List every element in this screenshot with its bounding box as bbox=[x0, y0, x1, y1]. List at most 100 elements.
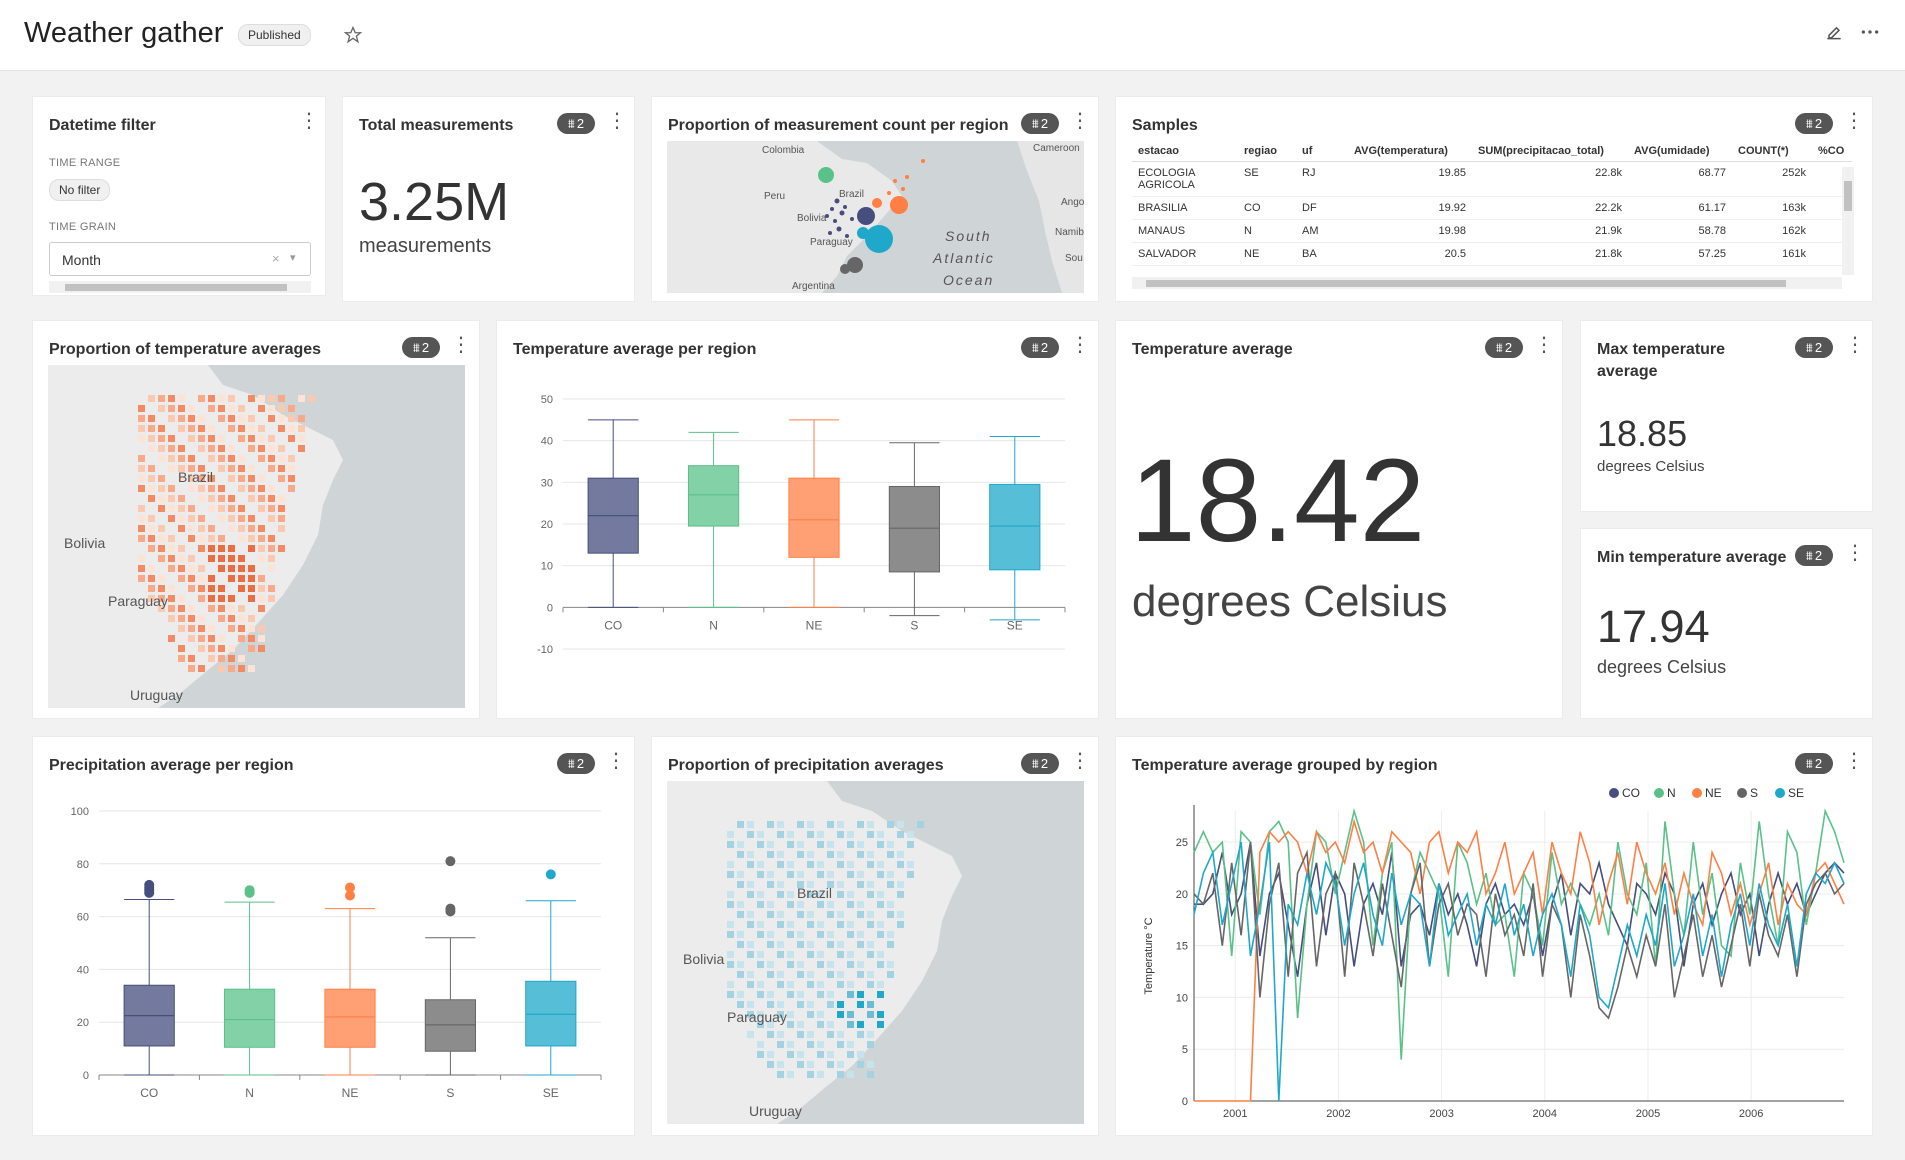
card-menu-icon[interactable]: ⋮ bbox=[1070, 334, 1090, 356]
more-options-icon[interactable] bbox=[1860, 22, 1880, 46]
heatmap-cell bbox=[238, 615, 245, 622]
column-header[interactable]: SUM(precipitacao_total) bbox=[1472, 141, 1628, 162]
heatmap-cell bbox=[228, 405, 235, 412]
heatmap-cell bbox=[787, 831, 794, 838]
map-area[interactable]: Brazil Bolivia Paraguay Uruguay bbox=[667, 781, 1084, 1124]
card-menu-icon[interactable]: ⋮ bbox=[1844, 110, 1864, 132]
filter-badge[interactable]: ⩩ 2 bbox=[1795, 113, 1833, 134]
card-menu-icon[interactable]: ⋮ bbox=[451, 334, 471, 356]
heatmap-cell bbox=[897, 861, 904, 868]
card-menu-icon[interactable]: ⋮ bbox=[1844, 750, 1864, 772]
column-header[interactable]: uf bbox=[1296, 141, 1348, 162]
column-header[interactable]: regiao bbox=[1238, 141, 1296, 162]
heatmap-cell bbox=[228, 465, 235, 472]
heatmap-cell bbox=[218, 545, 225, 552]
heatmap-cell bbox=[827, 1061, 834, 1068]
published-badge[interactable]: Published bbox=[238, 24, 311, 46]
card-menu-icon[interactable]: ⋮ bbox=[1534, 334, 1554, 356]
horizontal-scrollbar[interactable] bbox=[49, 281, 311, 293]
chevron-down-icon[interactable]: ▾ bbox=[290, 252, 296, 264]
heatmap-cell bbox=[218, 635, 225, 642]
heatmap-cell bbox=[218, 465, 225, 472]
scrollbar-thumb[interactable] bbox=[1844, 181, 1852, 211]
filter-badge[interactable]: ⩩ 2 bbox=[557, 113, 595, 134]
card-menu-icon[interactable]: ⋮ bbox=[1070, 750, 1090, 772]
map-area[interactable]: Colombia Peru Brazil Bolivia Paraguay Ar… bbox=[667, 141, 1084, 293]
filter-badge[interactable]: ⩩ 2 bbox=[1485, 337, 1523, 358]
boxplot-chart[interactable]: 0 20 40 60 80 100 CO N NE S SE bbox=[41, 785, 626, 1130]
heatmap-cell bbox=[787, 991, 794, 998]
table-cell: N bbox=[1238, 219, 1296, 243]
heatmap-cell bbox=[228, 595, 235, 602]
heatmap-cell bbox=[887, 941, 894, 948]
boxplot-chart[interactable]: -10 0 10 20 30 40 50 CO N NE S SE bbox=[505, 371, 1090, 711]
heatmap-cell bbox=[188, 525, 195, 532]
card-menu-icon[interactable]: ⋮ bbox=[1845, 334, 1865, 356]
scrollbar-thumb[interactable] bbox=[65, 284, 287, 291]
heatmap-cell bbox=[807, 851, 814, 858]
column-header[interactable]: estacao bbox=[1132, 141, 1238, 162]
heatmap-cell bbox=[268, 485, 275, 492]
card-menu-icon[interactable]: ⋮ bbox=[299, 110, 319, 132]
favorite-star-icon[interactable] bbox=[343, 25, 363, 48]
heatmap-cell bbox=[178, 415, 185, 422]
heatmap-cell bbox=[168, 615, 175, 622]
table-row: MANAUS N AM 19.98 21.9k 58.78 162k bbox=[1132, 219, 1852, 243]
heatmap-cell bbox=[178, 455, 185, 462]
heatmap-cell bbox=[777, 971, 784, 978]
card-title: Precipitation average per region bbox=[49, 757, 294, 774]
vertical-scrollbar[interactable] bbox=[1842, 167, 1854, 275]
heatmap-cell bbox=[248, 445, 255, 452]
filter-badge[interactable]: ⩩ 2 bbox=[1795, 337, 1833, 358]
heatmap-cell bbox=[867, 981, 874, 988]
heatmap-cell bbox=[777, 951, 784, 958]
x-tick-label: 2006 bbox=[1739, 1108, 1763, 1120]
time-range-pill[interactable]: No filter bbox=[49, 179, 111, 201]
heatmap-cell bbox=[897, 881, 904, 888]
column-header[interactable]: COUNT(*) bbox=[1732, 141, 1812, 162]
filter-badge[interactable]: ⩩ 2 bbox=[1795, 753, 1833, 774]
heatmap-cell bbox=[847, 841, 854, 848]
card-title: Proportion of precipitation averages bbox=[668, 757, 944, 774]
horizontal-scrollbar[interactable] bbox=[1132, 277, 1842, 289]
card-menu-icon[interactable]: ⋮ bbox=[1070, 110, 1090, 132]
heatmap-cell bbox=[867, 921, 874, 928]
heatmap-cell bbox=[897, 831, 904, 838]
precipitation-boxplot-card: Precipitation average per region ⩩ 2 ⋮ 0 2… bbox=[32, 736, 635, 1136]
line-chart[interactable]: 0 5 10 15 20 25 2001 2002 2003 2004 2005 2006 Temper… bbox=[1124, 781, 1864, 1131]
table-viewport[interactable]: estacao regiao uf AVG(temperatura) SUM(p… bbox=[1116, 97, 1856, 277]
heatmap-cell bbox=[737, 931, 744, 938]
heatmap-cell bbox=[777, 821, 784, 828]
heatmap-cell bbox=[817, 981, 824, 988]
card-menu-icon[interactable]: ⋮ bbox=[606, 750, 626, 772]
heatmap-cell bbox=[228, 425, 235, 432]
column-header[interactable]: %CO bbox=[1812, 141, 1852, 162]
clear-icon[interactable]: × bbox=[272, 251, 280, 266]
heatmap-cell bbox=[238, 535, 245, 542]
card-menu-icon[interactable]: ⋮ bbox=[1845, 542, 1865, 564]
edit-icon[interactable] bbox=[1824, 22, 1844, 46]
column-header[interactable]: AVG(temperatura) bbox=[1348, 141, 1472, 162]
time-grain-select[interactable]: Month × ▾ bbox=[49, 242, 311, 276]
filter-badge[interactable]: ⩩ 2 bbox=[402, 337, 440, 358]
column-header[interactable]: AVG(umidade) bbox=[1628, 141, 1732, 162]
heatmap-cell bbox=[198, 395, 205, 402]
heatmap-cell bbox=[757, 1021, 764, 1028]
temperature-boxplot-card: Temperature average per region ⩩ 2 ⋮ -10 0… bbox=[496, 320, 1099, 719]
heatmap-cell bbox=[138, 505, 145, 512]
filter-badge[interactable]: ⩩ 2 bbox=[557, 753, 595, 774]
heatmap-cell bbox=[288, 455, 295, 462]
map-area[interactable]: Brazil Bolivia Paraguay Uruguay bbox=[48, 365, 465, 708]
heatmap-cell bbox=[238, 425, 245, 432]
filter-badge[interactable]: ⩩ 2 bbox=[1021, 753, 1059, 774]
filter-badge[interactable]: ⩩ 2 bbox=[1021, 337, 1059, 358]
legend-marker bbox=[1609, 788, 1619, 798]
heatmap-cell bbox=[727, 861, 734, 868]
filter-badge[interactable]: ⩩ 2 bbox=[1795, 545, 1833, 566]
heatmap-cell bbox=[188, 635, 195, 642]
heatmap-cell bbox=[208, 655, 215, 662]
scrollbar-thumb[interactable] bbox=[1146, 280, 1786, 287]
heatmap-cell bbox=[767, 851, 774, 858]
card-menu-icon[interactable]: ⋮ bbox=[607, 110, 627, 132]
filter-badge[interactable]: ⩩ 2 bbox=[1021, 113, 1059, 134]
